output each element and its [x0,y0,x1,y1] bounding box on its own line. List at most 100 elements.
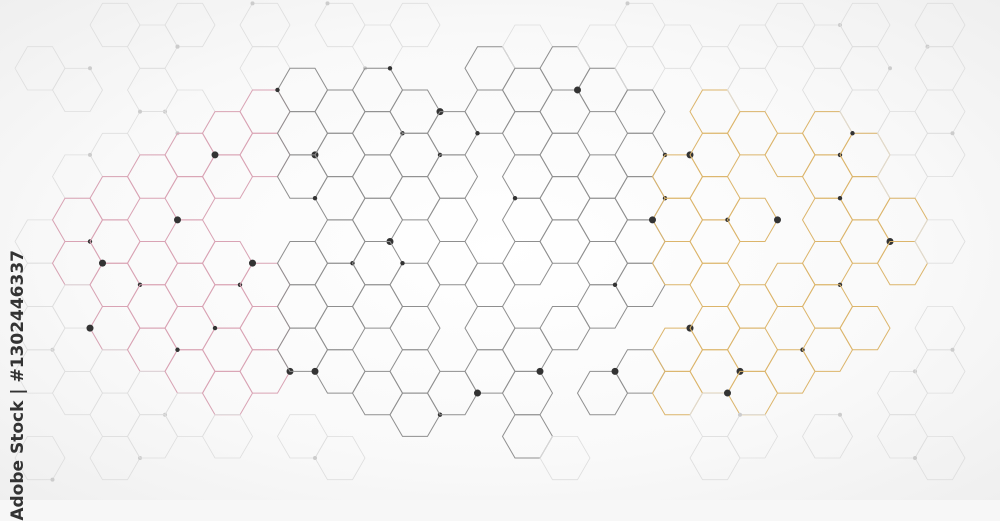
node-dot [774,216,781,224]
hexagon [839,132,891,178]
hexagon [689,349,741,394]
hexagon [127,370,178,416]
node-dot [837,196,843,201]
hexagon [576,67,629,113]
hexagon [276,67,329,113]
node-dot [475,131,480,136]
node-dot [512,196,518,201]
hexagon [352,24,403,69]
stock-id-watermark: Adobe Stock | #1302446337 [8,250,28,521]
hexagon [689,176,741,221]
node-dot [950,347,955,352]
hexagon [389,306,441,351]
hexagon [164,349,216,394]
hexagon [276,241,329,286]
hexagon [426,241,479,286]
hexagon [801,197,854,242]
hexagon [726,370,779,416]
hexagon [914,306,966,351]
hexagon [802,67,853,112]
node-dot [950,131,955,136]
hexagon [164,262,216,307]
hexagon [501,111,554,156]
hexagon-network-graphic [14,1,966,482]
hexagon [426,370,479,416]
node-dot [625,1,630,6]
hexagon [314,89,366,134]
hexagon [539,306,591,351]
node-dot [138,109,142,114]
hexagon [126,154,179,199]
hexagon [914,89,966,134]
hexagon [52,67,103,112]
hexagon [389,89,441,134]
hexagon [276,154,329,199]
hexagon [877,154,928,199]
hexagon [764,349,816,394]
hexagon [727,24,778,69]
hexagon [89,262,141,307]
hexagon [689,89,741,134]
hexagon [127,24,178,69]
hexagon [539,46,591,91]
hexagon [351,284,404,329]
hexagon [689,306,741,351]
hexagon [389,392,441,437]
node-dot [838,412,842,417]
hexagon [914,219,966,264]
hexagon [126,327,179,372]
hexagon [351,197,404,242]
hexagon [126,241,179,286]
node-dot [175,44,180,49]
hexagon [877,414,928,459]
hexagon [426,154,479,199]
hexagon [614,262,666,307]
hexagon [89,306,141,351]
hexagon [914,132,966,178]
node-dot [88,152,92,157]
hexagon [351,370,404,416]
hexagon [314,219,366,264]
node-dot [850,131,855,136]
hexagon [764,2,816,48]
hexagon [689,132,741,178]
hexagon [126,284,179,329]
hexagon [202,414,253,459]
hexagon [877,111,928,156]
hexagon [876,241,929,286]
hexagon [164,219,216,264]
hexagon [89,349,141,394]
hexagon [651,197,704,242]
node-dot [99,259,106,267]
node-dot [211,151,219,159]
hexagon [614,89,666,134]
hexagon [576,154,629,199]
hexagon [727,67,778,112]
hexagon [389,262,441,307]
hexagon [276,111,329,156]
hexagon [539,435,591,481]
node-dot [250,1,255,6]
hexagon [726,197,779,242]
hexagon [576,370,629,416]
hexagon [576,284,629,329]
hexagon [426,197,479,242]
hexagon [314,262,366,307]
hexagon [201,370,254,416]
hexagon [914,2,966,48]
node-dot [88,66,92,71]
hexagon [689,219,741,264]
hexagon [314,176,366,221]
hexagon [802,24,853,69]
hexagon [127,111,178,156]
hexagon [614,132,666,178]
node-dot [313,456,317,461]
hexagon [614,176,666,221]
hexagon [689,392,741,437]
hexagon [839,306,891,351]
hexagon [576,241,629,286]
node-dot [574,86,581,94]
hexagon [201,327,254,372]
hexagon [502,24,553,69]
hexagon [314,349,366,394]
